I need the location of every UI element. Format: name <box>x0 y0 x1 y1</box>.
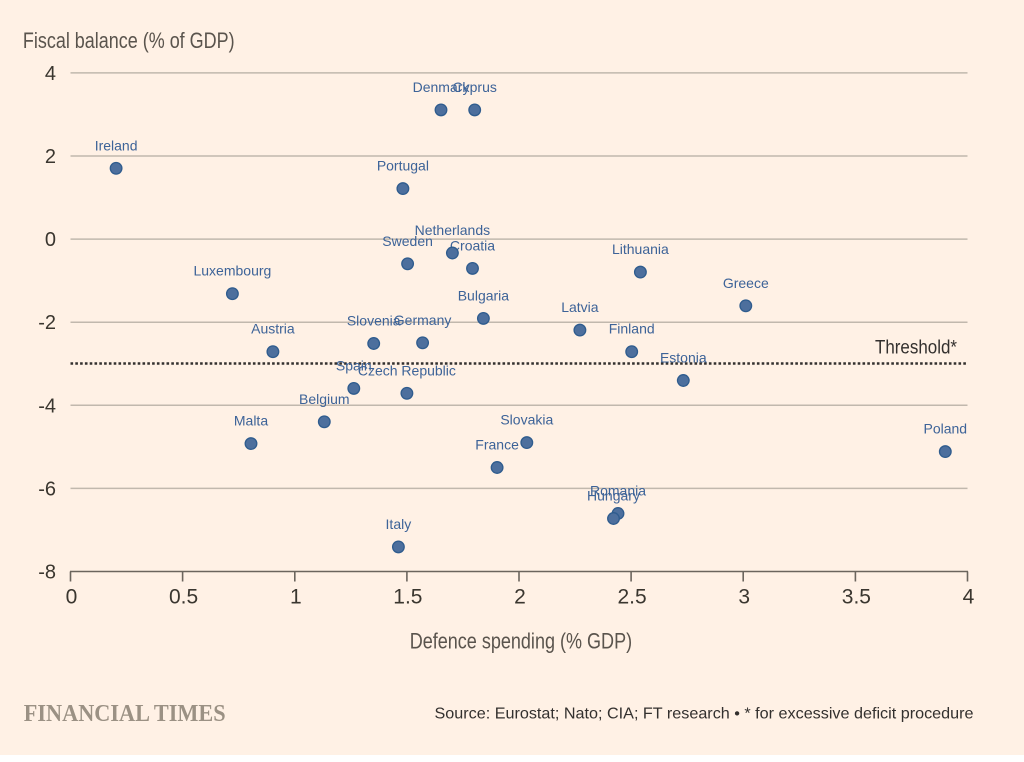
svg-text:Ireland: Ireland <box>95 137 138 153</box>
svg-text:FINANCIAL TIMES: FINANCIAL TIMES <box>24 701 226 727</box>
svg-text:2.5: 2.5 <box>617 586 646 609</box>
svg-text:France: France <box>475 437 519 453</box>
svg-text:Spain: Spain <box>336 357 372 373</box>
svg-text:1: 1 <box>290 586 302 609</box>
svg-text:Source: Eurostat; Nato; CIA; F: Source: Eurostat; Nato; CIA; FT research… <box>435 706 974 723</box>
svg-text:Croatia: Croatia <box>450 237 495 253</box>
svg-text:3: 3 <box>738 586 750 609</box>
svg-text:Denmark: Denmark <box>413 79 471 95</box>
svg-text:Luxembourg: Luxembourg <box>193 263 271 279</box>
svg-text:Poland: Poland <box>924 421 968 437</box>
svg-text:Romania: Romania <box>590 483 646 499</box>
svg-text:-2: -2 <box>38 312 56 334</box>
svg-text:4: 4 <box>963 586 975 609</box>
svg-text:Sweden: Sweden <box>382 233 433 249</box>
svg-text:Czech Republic: Czech Republic <box>358 362 456 378</box>
svg-text:2: 2 <box>45 146 56 168</box>
svg-text:Fiscal balance (% of GDP): Fiscal balance (% of GDP) <box>23 28 235 53</box>
svg-text:Belgium: Belgium <box>299 391 350 407</box>
svg-text:Threshold*: Threshold* <box>875 337 958 358</box>
svg-text:Finland: Finland <box>609 321 655 337</box>
svg-text:Latvia: Latvia <box>561 299 599 315</box>
svg-text:0: 0 <box>45 229 56 251</box>
svg-text:Slovenia: Slovenia <box>347 313 401 329</box>
svg-text:Netherlands: Netherlands <box>415 222 491 238</box>
svg-text:Bulgaria: Bulgaria <box>458 287 510 303</box>
svg-text:Austria: Austria <box>251 321 295 337</box>
svg-text:-8: -8 <box>38 562 56 584</box>
svg-text:Lithuania: Lithuania <box>612 241 669 257</box>
svg-text:-4: -4 <box>38 395 56 417</box>
svg-text:4: 4 <box>45 63 56 85</box>
svg-text:Portugal: Portugal <box>377 158 429 174</box>
svg-text:Defence spending (% GDP): Defence spending (% GDP) <box>410 629 632 654</box>
svg-text:Greece: Greece <box>723 275 769 291</box>
svg-text:Cyprus: Cyprus <box>453 79 497 95</box>
svg-text:Malta: Malta <box>234 413 268 429</box>
svg-text:0.5: 0.5 <box>169 586 198 609</box>
svg-text:Slovakia: Slovakia <box>500 412 553 428</box>
svg-text:Germany: Germany <box>394 312 452 328</box>
svg-text:1.5: 1.5 <box>393 586 422 609</box>
svg-text:Estonia: Estonia <box>660 350 707 366</box>
svg-text:0: 0 <box>66 586 78 609</box>
svg-text:3.5: 3.5 <box>842 586 871 609</box>
svg-text:2: 2 <box>514 586 526 609</box>
svg-text:Hungary: Hungary <box>587 488 640 504</box>
svg-text:-6: -6 <box>38 478 56 500</box>
svg-text:Italy: Italy <box>386 516 412 532</box>
